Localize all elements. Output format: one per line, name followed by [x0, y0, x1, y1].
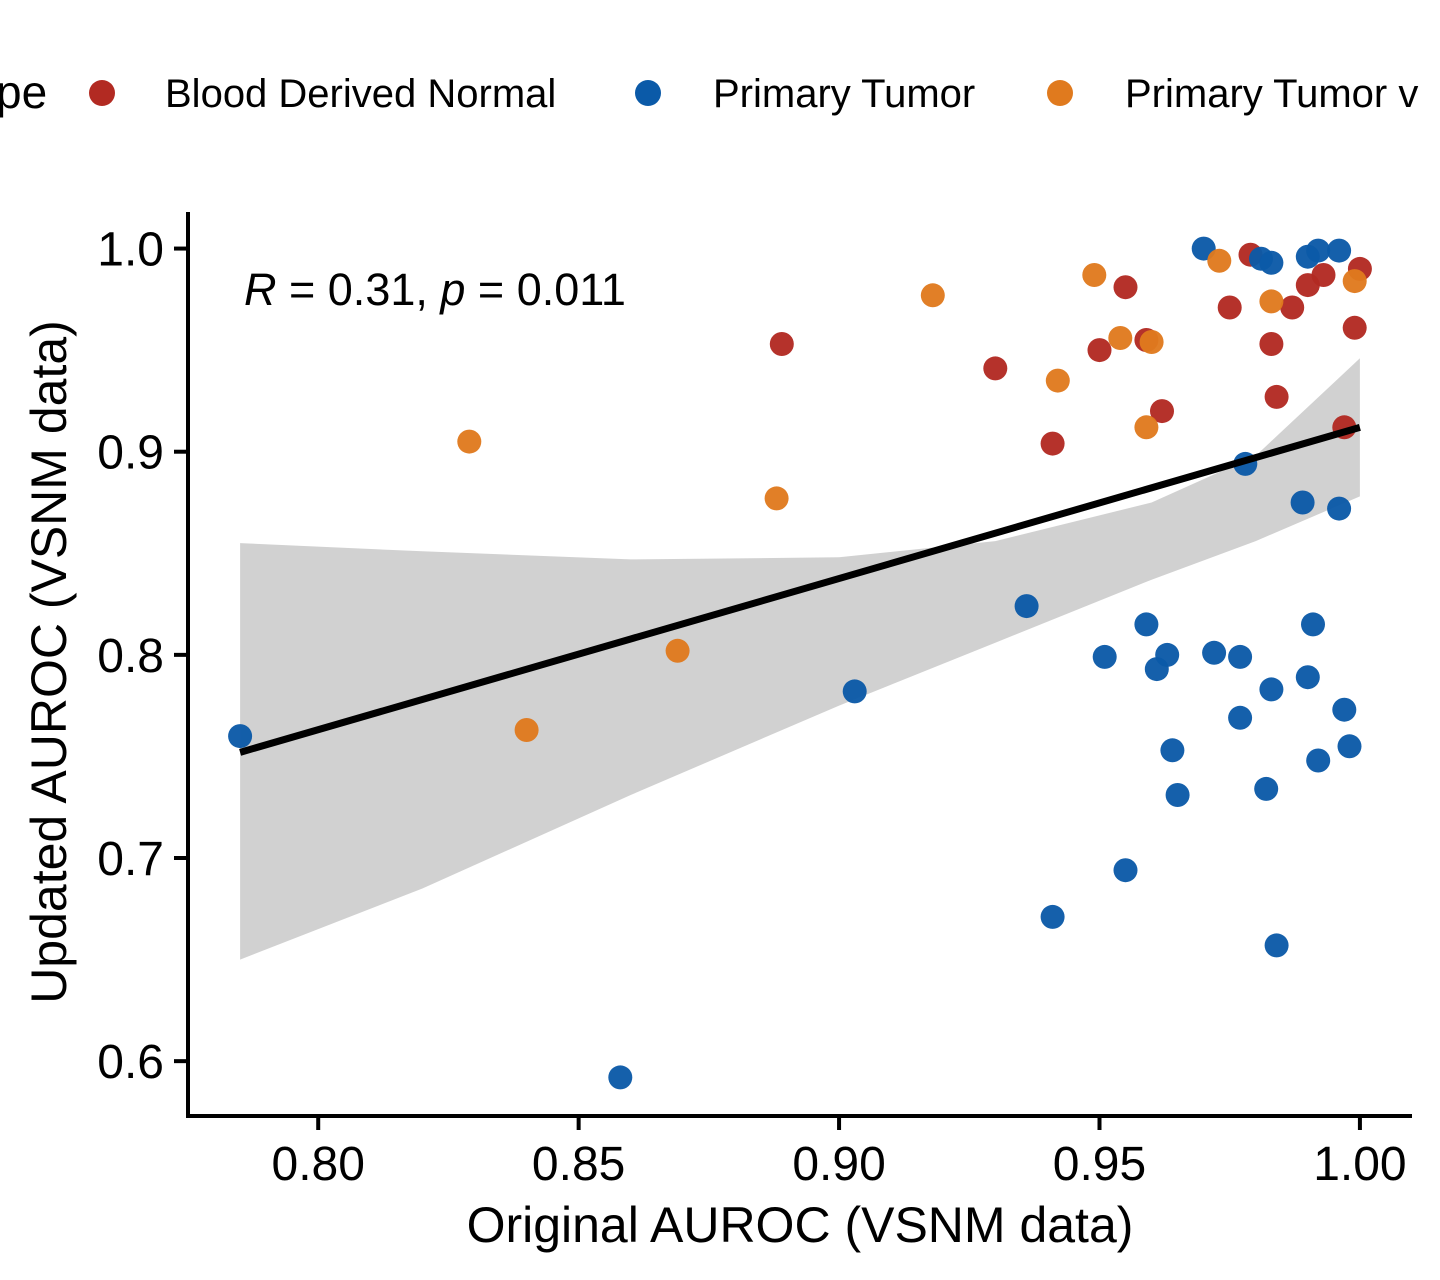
- regression-line-group: [239, 423, 1361, 756]
- data-point: [1311, 263, 1336, 287]
- y-tick-label: 0.9: [97, 427, 164, 480]
- legend: pe Blood Derived Normal Primary Tumor Prim…: [0, 66, 1418, 118]
- confidence-band-group: [240, 358, 1360, 960]
- legend-label: Blood Derived Normal: [165, 72, 556, 116]
- data-point: [1202, 640, 1227, 665]
- x-tick-label: 0.95: [1053, 1138, 1146, 1191]
- data-point: [1134, 612, 1159, 637]
- data-points-group: [228, 236, 1372, 1090]
- data-point: [457, 429, 482, 454]
- data-point: [1264, 384, 1289, 409]
- data-point: [1092, 644, 1117, 669]
- data-point: [1040, 431, 1065, 456]
- data-point: [1259, 677, 1284, 702]
- data-point: [1259, 289, 1284, 314]
- y-tick-label: 0.6: [97, 1036, 164, 1089]
- data-point: [1139, 330, 1164, 354]
- data-point: [1228, 705, 1253, 730]
- data-point: [1337, 734, 1362, 759]
- data-point: [1045, 368, 1070, 393]
- data-point: [1207, 248, 1232, 273]
- x-tick-label: 0.85: [532, 1138, 625, 1191]
- data-point: [514, 718, 539, 742]
- regression-line: [239, 423, 1361, 756]
- data-point: [1160, 738, 1185, 763]
- legend-marker: [89, 80, 115, 106]
- data-point: [1259, 332, 1284, 356]
- data-point: [1280, 295, 1305, 320]
- data-point: [769, 332, 794, 356]
- annotation-p-value: = 0.011: [465, 264, 626, 315]
- annotation-r: R: [244, 264, 277, 315]
- data-point: [1327, 238, 1352, 263]
- legend-label: Primary Tumor v: [1125, 72, 1418, 116]
- y-tick-label: 0.8: [97, 630, 164, 683]
- data-point: [1165, 783, 1190, 807]
- x-axis-title: Original AUROC (VSNM data): [467, 1197, 1134, 1253]
- data-point: [665, 638, 690, 663]
- data-point: [1087, 338, 1112, 363]
- data-point: [1108, 326, 1133, 350]
- data-point: [1082, 263, 1107, 287]
- data-point: [842, 679, 867, 704]
- data-point: [920, 283, 945, 308]
- y-tick-label: 1.0: [97, 224, 164, 277]
- data-point: [1306, 238, 1331, 263]
- confidence-band: [240, 358, 1360, 960]
- data-point: [1264, 933, 1289, 958]
- annotation-r-value: = 0.31,: [277, 264, 441, 315]
- data-point: [1254, 776, 1279, 801]
- data-point: [1327, 496, 1352, 521]
- data-point: [1306, 748, 1331, 773]
- y-axis-title: Updated AUROC (VSNM data): [21, 320, 77, 1004]
- data-point: [1217, 295, 1242, 320]
- data-point: [1134, 415, 1159, 440]
- data-point: [983, 356, 1008, 381]
- y-tick-label: 0.7: [97, 833, 164, 886]
- data-point: [1342, 269, 1367, 294]
- data-point: [608, 1065, 633, 1090]
- data-point: [1301, 612, 1325, 637]
- data-point: [1014, 594, 1039, 619]
- data-point: [1259, 250, 1284, 275]
- data-point: [1332, 697, 1357, 722]
- data-point: [1228, 644, 1253, 669]
- data-point: [1113, 858, 1138, 883]
- annotation-p: p: [438, 264, 465, 315]
- legend-title: pe: [0, 66, 47, 118]
- x-tick-label: 0.90: [792, 1138, 885, 1191]
- data-point: [1155, 642, 1180, 667]
- legend-label: Primary Tumor: [713, 72, 975, 116]
- data-point: [1342, 315, 1367, 340]
- data-point: [1150, 399, 1174, 424]
- legend-marker: [1047, 80, 1073, 106]
- axes: 0.80 0.85 0.90 0.95 1.00 0.6 0.7 0.8 0.9 1.0: [97, 212, 1412, 1191]
- legend-marker: [635, 80, 661, 106]
- data-point: [228, 724, 253, 749]
- data-point: [1113, 275, 1138, 300]
- data-point: [1290, 490, 1315, 515]
- correlation-annotation: R = 0.31, p = 0.011: [244, 264, 626, 315]
- data-point: [1040, 904, 1065, 929]
- data-point: [764, 486, 789, 511]
- data-point: [1295, 665, 1320, 690]
- x-tick-label: 0.80: [272, 1138, 365, 1191]
- x-tick-label: 1.00: [1313, 1138, 1406, 1191]
